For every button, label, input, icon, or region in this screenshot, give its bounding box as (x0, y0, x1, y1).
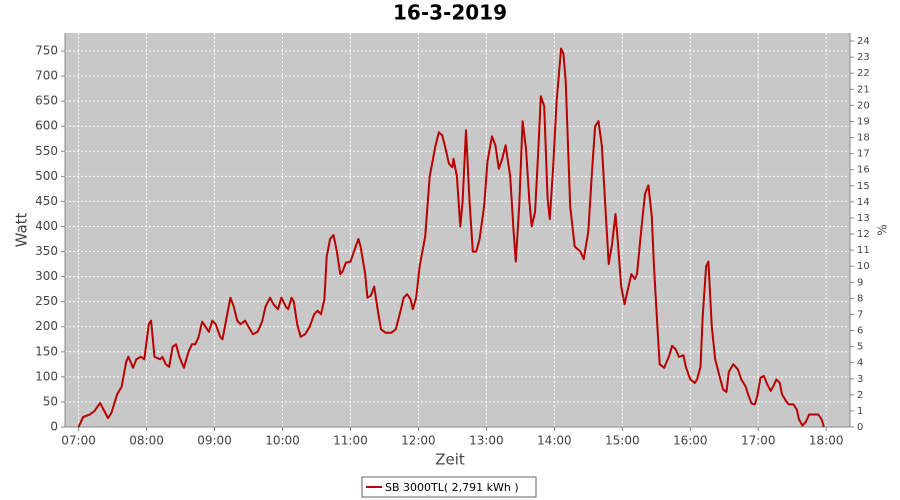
legend-label: SB 3000TL( 2,791 kWh ) (385, 481, 519, 494)
y2-tick-label: 2 (857, 390, 863, 401)
x-tick-label: 13:00 (469, 434, 504, 448)
y2-tick-label: 16 (857, 165, 870, 176)
x-tick-label: 15:00 (605, 434, 640, 448)
x-tick-label: 07:00 (61, 434, 96, 448)
y-tick-label: 400 (35, 219, 58, 233)
y-tick-label: 350 (35, 244, 58, 258)
y2-tick-label: 18 (857, 133, 870, 144)
y-tick-label: 300 (35, 269, 58, 283)
y-tick-label: 500 (35, 169, 58, 183)
y2-tick-label: 4 (857, 358, 863, 369)
x-tick-label: 16:00 (673, 434, 708, 448)
y-tick-label: 450 (35, 194, 58, 208)
y2-tick-label: 19 (857, 116, 870, 127)
x-tick-label: 14:00 (537, 434, 572, 448)
y2-tick-label: 22 (857, 68, 870, 79)
x-tick-label: 17:00 (741, 434, 776, 448)
y2-tick-label: 1 (857, 406, 863, 417)
y2-tick-label: 12 (857, 229, 870, 240)
y2-tick-label: 0 (857, 422, 863, 433)
x-tick-label: 09:00 (197, 434, 232, 448)
y-tick-label: 650 (35, 94, 58, 108)
y2-tick-label: 20 (857, 100, 870, 111)
y2-tick-label: 23 (857, 52, 870, 63)
y-tick-label: 50 (43, 394, 58, 408)
y2-axis-label: % (876, 224, 890, 235)
y-tick-label: 200 (35, 319, 58, 333)
y2-tick-label: 8 (857, 293, 863, 304)
y2-tick-label: 5 (857, 342, 863, 353)
y-axis-label: Watt (13, 212, 31, 247)
x-tick-label: 12:00 (401, 434, 436, 448)
y-tick-label: 150 (35, 344, 58, 358)
x-tick-label: 08:00 (129, 434, 164, 448)
y2-tick-label: 10 (857, 261, 870, 272)
y2-tick-label: 21 (857, 84, 870, 95)
y2-tick-label: 3 (857, 374, 863, 385)
y2-tick-label: 15 (857, 181, 870, 192)
x-tick-label: 11:00 (333, 434, 368, 448)
y2-tick-label: 7 (857, 309, 863, 320)
y-tick-label: 250 (35, 294, 58, 308)
y2-tick-label: 24 (857, 36, 870, 47)
y2-tick-label: 11 (857, 245, 870, 256)
y-tick-label: 600 (35, 119, 58, 133)
y-tick-label: 750 (35, 44, 58, 58)
legend (361, 476, 537, 498)
y2-tick-label: 17 (857, 149, 870, 160)
chart-title: 16-3-2019 (393, 1, 507, 25)
y-tick-label: 100 (35, 369, 58, 383)
y2-tick-label: 9 (857, 277, 863, 288)
y2-tick-label: 13 (857, 213, 870, 224)
plot-area (65, 33, 850, 427)
y2-tick-label: 6 (857, 326, 863, 337)
y-tick-label: 0 (50, 420, 58, 434)
y-tick-label: 550 (35, 144, 58, 158)
x-tick-label: 18:00 (809, 434, 844, 448)
series-line (77, 47, 825, 428)
y2-tick-label: 14 (857, 197, 870, 208)
y-tick-label: 700 (35, 69, 58, 83)
x-axis-label: Zeit (435, 451, 465, 469)
x-tick-label: 10:00 (265, 434, 300, 448)
